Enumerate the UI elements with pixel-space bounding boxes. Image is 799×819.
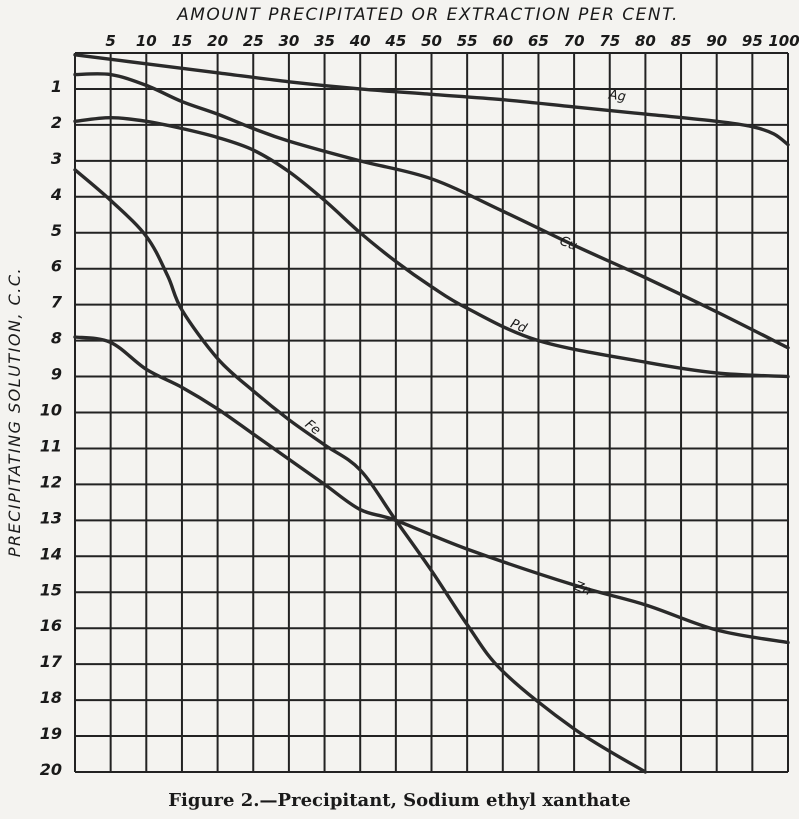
y-tick-label: 6 bbox=[51, 257, 62, 276]
x-tick-label: 55 bbox=[457, 32, 478, 50]
x-axis-title: AMOUNT PRECIPITATED OR EXTRACTION PER CE… bbox=[176, 5, 679, 25]
data-series bbox=[73, 53, 790, 774]
y-tick-label: 1 bbox=[51, 77, 62, 96]
series-label-fe: Fe bbox=[302, 417, 323, 438]
y-tick-label: 3 bbox=[51, 149, 62, 168]
y-tick-label: 13 bbox=[40, 508, 62, 527]
x-tick-label: 5 bbox=[105, 32, 115, 50]
y-tick-label: 19 bbox=[40, 724, 62, 743]
x-tick-label: 80 bbox=[635, 32, 656, 50]
x-tick-label: 35 bbox=[314, 32, 335, 50]
series-pd-line bbox=[73, 116, 790, 379]
y-axis-title: PRECIPITATING SOLUTION, C.C. bbox=[5, 267, 24, 557]
x-tick-label: 10 bbox=[136, 32, 157, 50]
y-tick-label: 12 bbox=[40, 472, 62, 491]
x-tick-label: 45 bbox=[384, 32, 406, 50]
x-tick-label: 90 bbox=[706, 32, 727, 50]
y-tick-label: 7 bbox=[51, 293, 63, 312]
y-tick-label: 16 bbox=[40, 616, 62, 635]
series-label-cu: Cu bbox=[557, 234, 579, 254]
x-tick-label: 40 bbox=[349, 32, 371, 50]
series-zn-line bbox=[73, 335, 790, 645]
x-tick-label: 25 bbox=[243, 32, 264, 50]
y-tick-label: 8 bbox=[51, 329, 62, 348]
series-label-zn: Zn bbox=[571, 578, 593, 599]
x-tick-label: 15 bbox=[172, 32, 193, 50]
y-tick-label: 4 bbox=[50, 185, 62, 204]
y-tick-label: 18 bbox=[40, 688, 62, 707]
y-tick-label: 10 bbox=[40, 401, 62, 420]
x-tick-label: 95 bbox=[742, 32, 763, 50]
figure-caption: Figure 2.—Precipitant, Sodium ethyl xant… bbox=[168, 790, 631, 811]
y-tick-label: 20 bbox=[40, 760, 62, 779]
series-fe-line bbox=[73, 168, 648, 774]
x-tick-label: 70 bbox=[564, 32, 585, 50]
series-label-ag: Ag bbox=[607, 88, 627, 105]
x-axis-ticks: 5 10 15 20 25 30 35 40 45 50 55 60 65 70 75 80 85 90 95 100 bbox=[105, 32, 799, 50]
y-tick-label: 14 bbox=[40, 544, 62, 563]
series-cu-line bbox=[73, 72, 790, 350]
x-tick-label: 20 bbox=[207, 32, 228, 50]
grid bbox=[74, 52, 789, 773]
y-tick-label: 15 bbox=[40, 580, 62, 599]
y-tick-label: 2 bbox=[51, 113, 62, 132]
y-tick-label: 9 bbox=[51, 365, 62, 384]
y-tick-label: 5 bbox=[51, 221, 62, 240]
x-tick-label: 85 bbox=[671, 32, 692, 50]
x-tick-label: 50 bbox=[421, 32, 442, 50]
y-tick-label: 11 bbox=[40, 436, 62, 455]
series-label-pd: Pd bbox=[508, 317, 529, 337]
x-tick-label: 30 bbox=[278, 32, 299, 50]
y-tick-label: 17 bbox=[40, 652, 63, 671]
series-ag-line bbox=[73, 53, 790, 147]
x-tick-label: 60 bbox=[492, 32, 513, 50]
x-tick-label: 65 bbox=[528, 32, 549, 50]
x-tick-label: 100 bbox=[768, 32, 799, 50]
x-tick-label: 75 bbox=[599, 32, 620, 50]
series-labels: Ag Cu Pd Fe Zn bbox=[302, 88, 627, 600]
